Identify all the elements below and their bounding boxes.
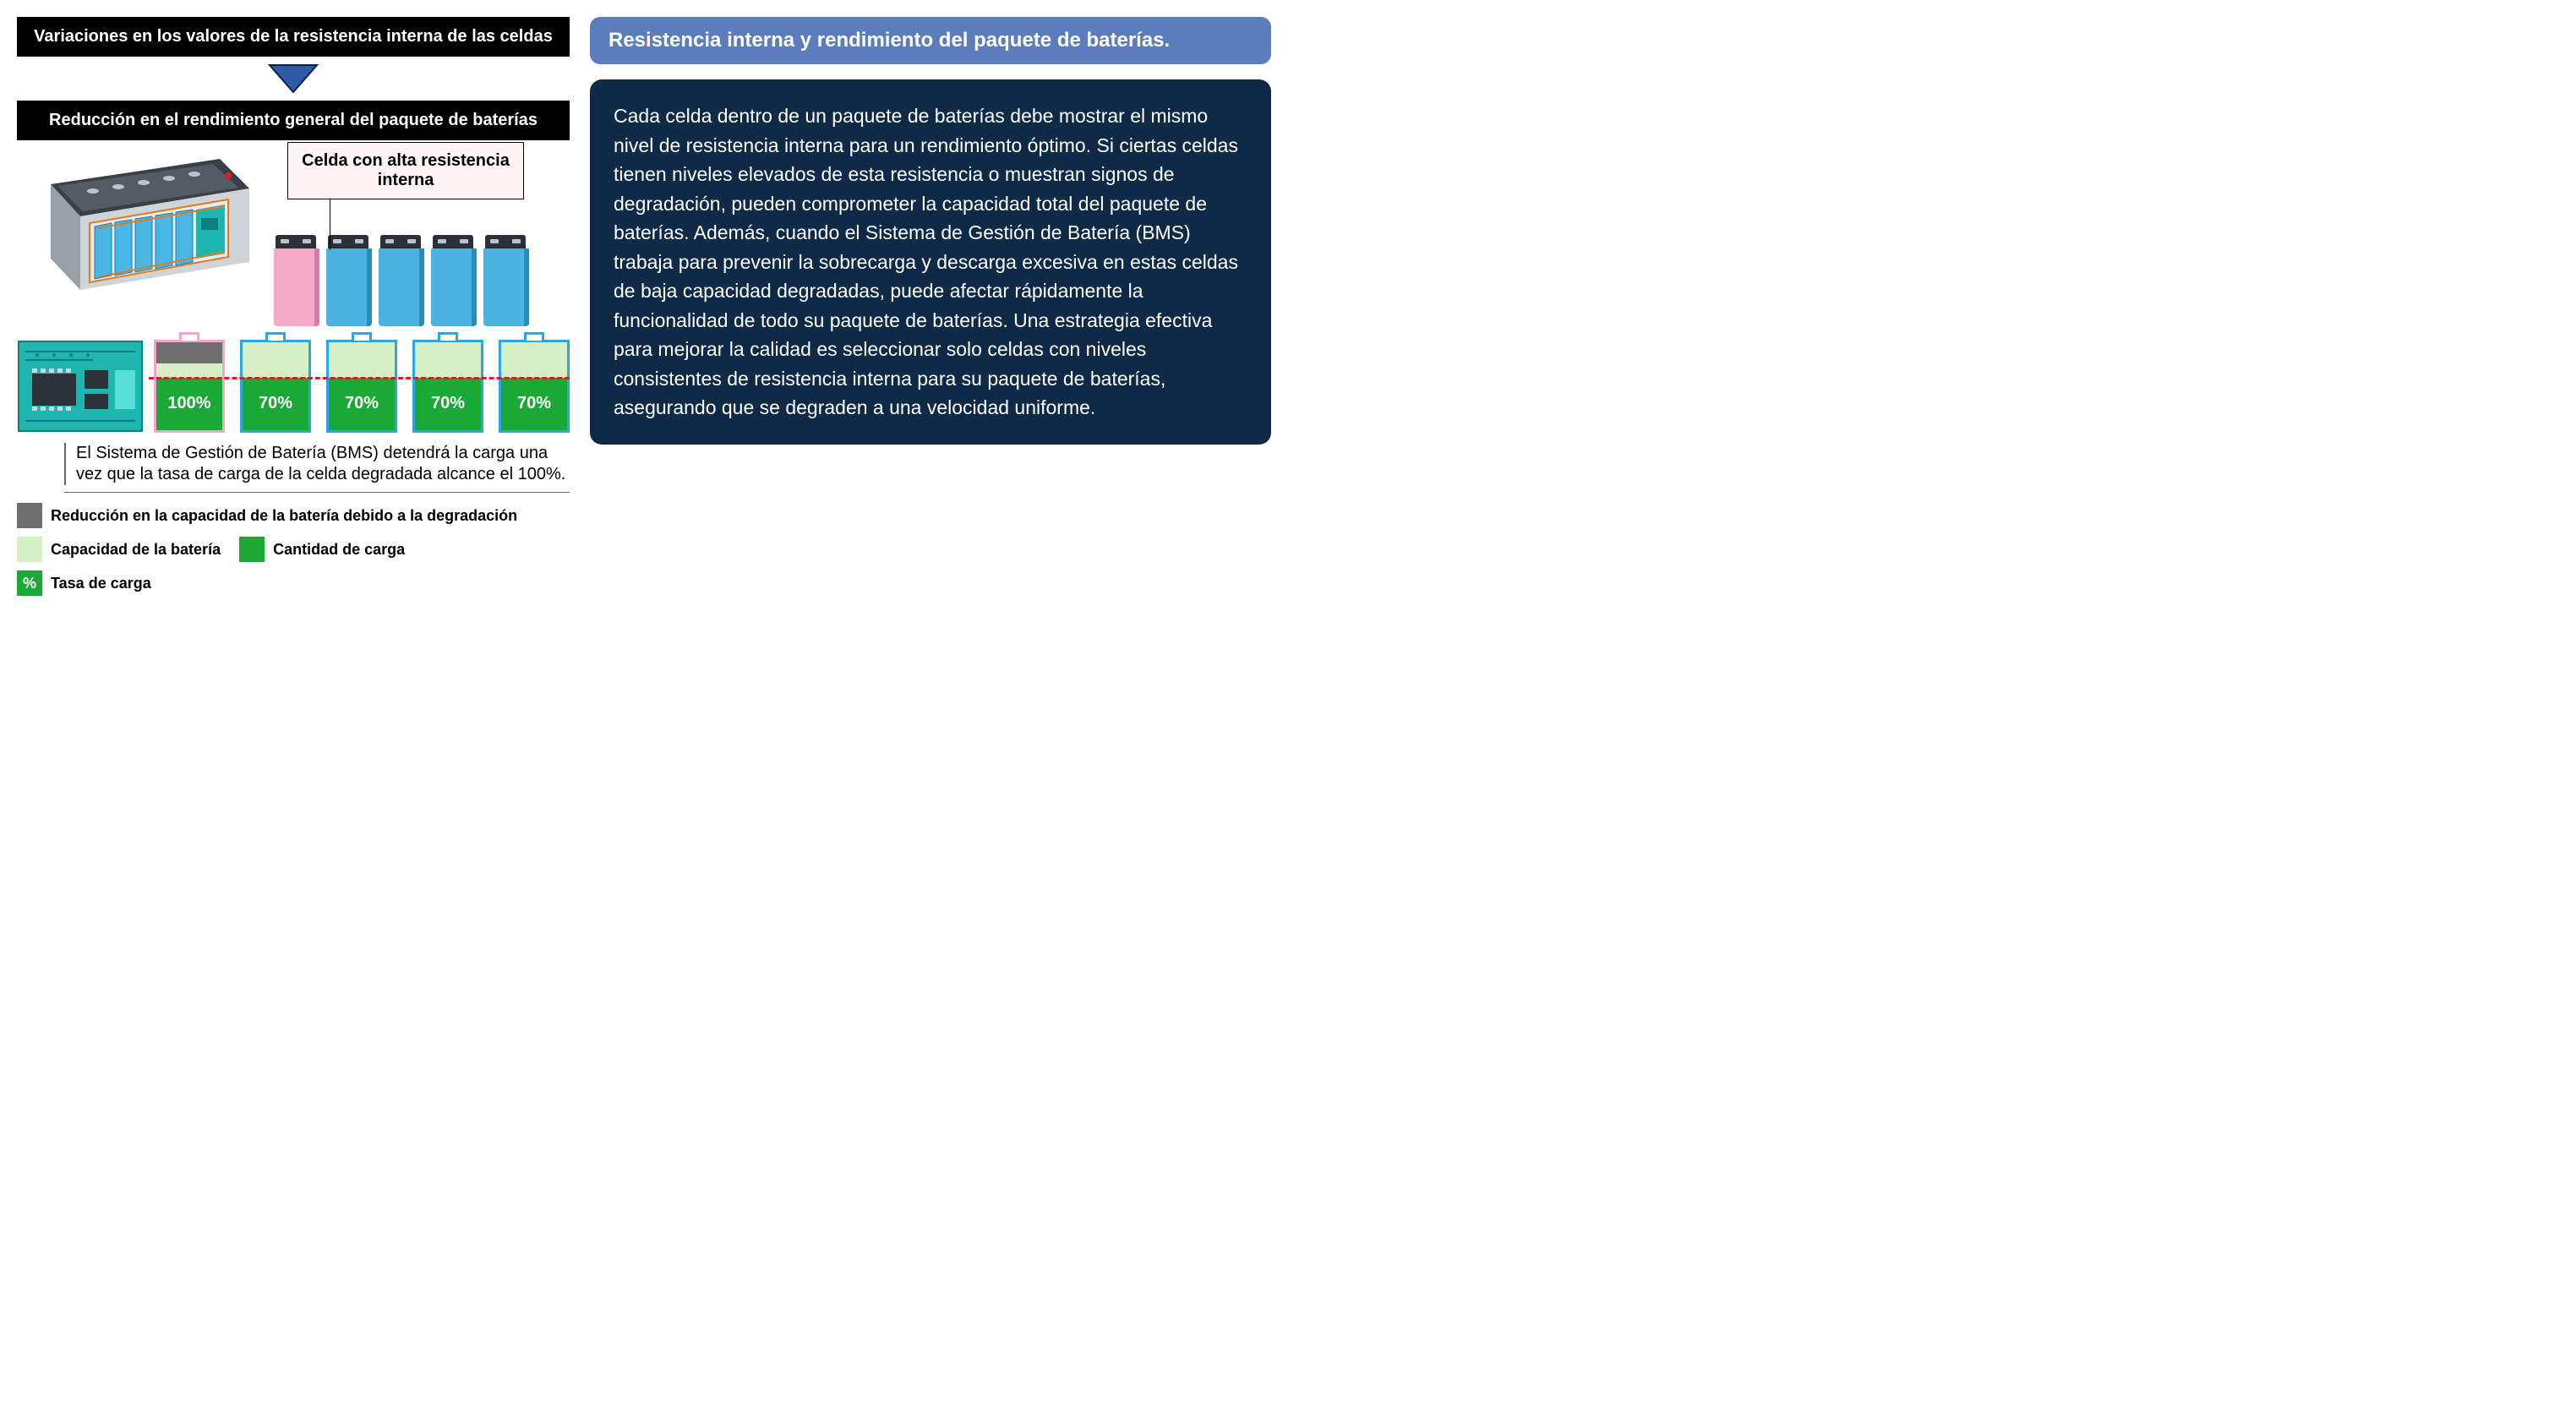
prismatic-cells-row <box>272 235 529 326</box>
gauge: 70% <box>499 340 570 433</box>
bms-note-text: El Sistema de Gestión de Batería (BMS) d… <box>64 443 570 485</box>
title-bar-1: Variaciones en los valores de la resiste… <box>17 17 570 57</box>
prismatic-cell <box>377 235 424 326</box>
swatch-capacity <box>17 537 42 562</box>
swatch-rate: % <box>17 570 42 596</box>
legend-charge-label: Cantidad de carga <box>273 541 405 559</box>
prismatic-cell <box>325 235 372 326</box>
bms-chip-illustration <box>17 340 144 433</box>
title-bar-2: Reducción en el rendimiento general del … <box>17 101 570 140</box>
charge-threshold-line <box>149 377 570 379</box>
gauge: 70% <box>240 340 311 433</box>
prismatic-cell <box>482 235 529 326</box>
legend-degradation: Reducción en la capacidad de la batería … <box>17 503 570 528</box>
infographic-container: Variaciones en los valores de la resiste… <box>17 17 1271 604</box>
down-arrow-icon <box>17 63 570 94</box>
gauge-percent-label: 70% <box>501 378 567 430</box>
right-column: Resistencia interna y rendimiento del pa… <box>590 17 1271 604</box>
gauge-percent-label: 70% <box>329 378 395 430</box>
gauge-percent-label: 70% <box>243 378 308 430</box>
legend-rate-label: Tasa de carga <box>51 575 151 592</box>
gauge: 100% <box>154 340 225 433</box>
prismatic-cell <box>272 235 319 326</box>
gauge-percent-label: 100% <box>156 378 222 430</box>
legend-rate: % Tasa de carga <box>17 570 570 596</box>
battery-diagram-row: Celda con alta resistencia interna <box>17 150 570 326</box>
gauge-percent-label: 70% <box>415 378 481 430</box>
gauge: 70% <box>326 340 397 433</box>
legend-capacity-charge: Capacidad de la batería Cantidad de carg… <box>17 537 570 562</box>
swatch-charge <box>239 537 265 562</box>
gauge: 70% <box>412 340 483 433</box>
separator-line <box>64 492 570 493</box>
charge-gauges: 100% 70% 70% 70% 70% <box>154 340 570 433</box>
right-title: Resistencia interna y rendimiento del pa… <box>590 17 1271 64</box>
battery-pack-illustration <box>17 150 262 319</box>
left-column: Variaciones en los valores de la resiste… <box>17 17 570 604</box>
gauge-section: 100% 70% 70% 70% 70% <box>17 340 570 433</box>
right-body-text: Cada celda dentro de un paquete de bater… <box>590 79 1271 445</box>
legend: Reducción en la capacidad de la batería … <box>17 503 570 596</box>
legend-capacity-label: Capacidad de la batería <box>51 541 221 559</box>
high-resistance-callout: Celda con alta resistencia interna <box>287 142 524 199</box>
legend-degradation-label: Reducción en la capacidad de la batería … <box>51 507 517 525</box>
prismatic-cell <box>429 235 477 326</box>
swatch-degradation <box>17 503 42 528</box>
